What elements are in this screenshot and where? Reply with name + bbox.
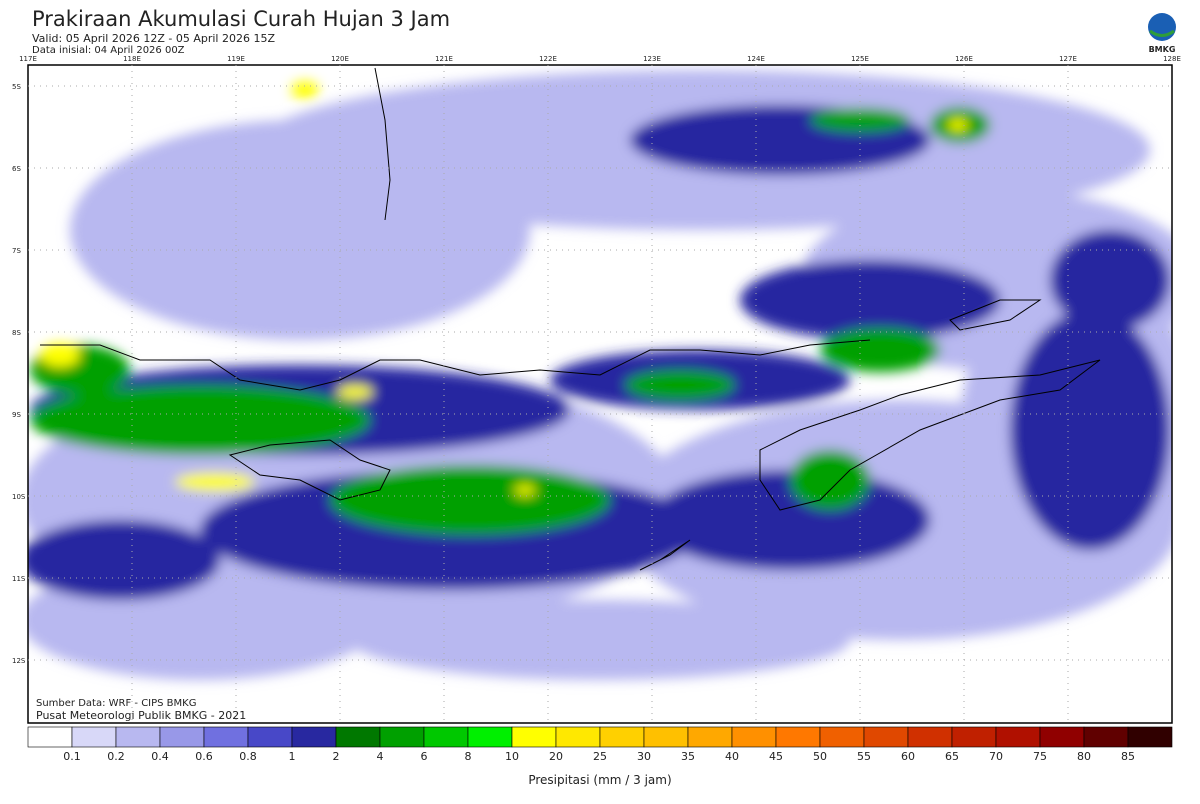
lon-label: 125E	[851, 55, 869, 63]
lon-label: 118E	[123, 55, 141, 63]
lat-label: 8S	[12, 329, 21, 337]
lon-label: 126E	[955, 55, 973, 63]
legend-tick-label: 80	[1077, 750, 1091, 763]
logo-wave	[1149, 29, 1175, 37]
lat-label: 5S	[12, 83, 21, 91]
legend-swatch	[951, 726, 997, 748]
lon-label: 123E	[643, 55, 661, 63]
logo-text: BMKG	[1149, 45, 1176, 54]
legend-tick-label: 65	[945, 750, 959, 763]
lon-label: 124E	[747, 55, 765, 63]
legend-swatch	[423, 726, 469, 748]
legend-swatch	[555, 726, 601, 748]
initial-time: Data inisial: 04 April 2026 00Z	[32, 45, 185, 56]
legend-tick-label: 40	[725, 750, 739, 763]
legend-swatch	[1127, 726, 1173, 748]
legend-swatch	[687, 726, 733, 748]
legend-swatch	[731, 726, 777, 748]
legend-swatch	[71, 726, 117, 748]
legend-tick-label: 35	[681, 750, 695, 763]
legend-swatch	[907, 726, 953, 748]
valid-time: Valid: 05 April 2026 12Z - 05 April 2026…	[32, 32, 275, 45]
lat-label: 6S	[12, 165, 21, 173]
credit: Pusat Meteorologi Publik BMKG - 2021	[36, 709, 246, 722]
lat-label: 10S	[12, 493, 26, 501]
lat-label: 11S	[12, 575, 26, 583]
map-frame	[27, 64, 1173, 724]
legend-swatch	[379, 726, 425, 748]
legend-label: Presipitasi (mm / 3 jam)	[528, 773, 671, 787]
island-timor	[759, 359, 1101, 511]
legend-tick-label: 0.1	[63, 750, 81, 763]
legend-tick-label: 45	[769, 750, 783, 763]
legend-swatch	[27, 726, 73, 748]
lon-label: 117E	[19, 55, 37, 63]
legend-tick-label: 85	[1121, 750, 1135, 763]
legend-tick-label: 0.4	[151, 750, 169, 763]
legend-tick-label: 8	[465, 750, 472, 763]
lon-label: 122E	[539, 55, 557, 63]
legend-swatch	[775, 726, 821, 748]
legend-swatch	[511, 726, 557, 748]
rain-field	[28, 70, 1172, 680]
legend-tick-label: 6	[421, 750, 428, 763]
legend-tick-label: 20	[549, 750, 563, 763]
legend-tick-label: 0.8	[239, 750, 257, 763]
island-rote	[639, 539, 691, 571]
island-wetar	[949, 299, 1042, 331]
lon-label: 120E	[331, 55, 349, 63]
legend-swatch	[467, 726, 513, 748]
lon-label: 121E	[435, 55, 453, 63]
title: Prakiraan Akumulasi Curah Hujan 3 Jam	[32, 7, 450, 31]
coastline-sulawesi	[374, 67, 391, 221]
legend-swatch	[203, 726, 249, 748]
legend-tick-label: 70	[989, 750, 1003, 763]
legend-swatch	[599, 726, 645, 748]
legend-swatch	[995, 726, 1041, 748]
lon-label: 128E	[1163, 55, 1181, 63]
legend-swatch	[247, 726, 293, 748]
legend-swatch	[335, 726, 381, 748]
lon-label: 119E	[227, 55, 245, 63]
legend-tick-label: 1	[289, 750, 296, 763]
lat-label: 12S	[12, 657, 26, 665]
legend-swatch	[863, 726, 909, 748]
island-sumbawa	[228, 439, 391, 501]
lon-label: 127E	[1059, 55, 1077, 63]
legend-tick-label: 75	[1033, 750, 1047, 763]
coastlines	[40, 67, 1101, 571]
legend-swatch	[643, 726, 689, 748]
legend-tick-label: 0.2	[107, 750, 125, 763]
legend-tick-label: 0.6	[195, 750, 213, 763]
legend-tick-label: 30	[637, 750, 651, 763]
legend-tick-label: 10	[505, 750, 519, 763]
coastline-north	[40, 339, 871, 391]
legend-tick-label: 4	[377, 750, 384, 763]
legend-swatch	[159, 726, 205, 748]
lat-label: 9S	[12, 411, 21, 419]
legend-tick-label: 25	[593, 750, 607, 763]
data-source: Sumber Data: WRF - CIPS BMKG	[36, 698, 196, 709]
legend-tick-label: 2	[333, 750, 340, 763]
legend-swatch	[1039, 726, 1085, 748]
rain-intense	[40, 81, 968, 495]
legend-tick-label: 60	[901, 750, 915, 763]
lat-label: 7S	[12, 247, 21, 255]
legend-tick-label: 55	[857, 750, 871, 763]
legend-swatch	[819, 726, 865, 748]
legend-swatch	[291, 726, 337, 748]
logo: BMKG	[1148, 13, 1176, 54]
legend-tick-label: 50	[813, 750, 827, 763]
legend-swatch	[1083, 726, 1129, 748]
legend-swatch	[115, 726, 161, 748]
